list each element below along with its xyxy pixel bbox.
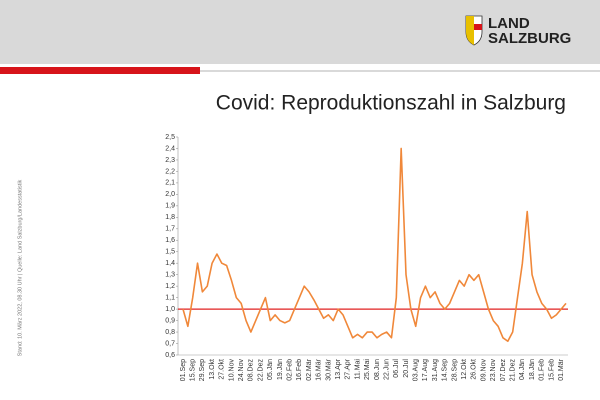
x-tick-label: 12.Okt xyxy=(461,359,468,380)
x-tick-label: 16.Feb xyxy=(296,359,303,381)
x-tick-label: 01.Feb xyxy=(539,359,546,381)
x-tick-label: 24.Nov xyxy=(238,359,245,382)
logo-text: SALZBURG xyxy=(488,30,571,47)
y-tick-label: 2,3 xyxy=(165,157,175,164)
x-tick-label: 05.Jän xyxy=(267,359,274,380)
y-tick-label: 0,9 xyxy=(165,317,175,324)
x-tick-label: 19.Jän xyxy=(277,359,284,380)
x-tick-label: 13.Apr xyxy=(335,358,342,379)
x-tick-label: 14.Sep xyxy=(442,359,449,381)
y-tick-label: 1,0 xyxy=(165,306,175,313)
y-tick-label: 1,1 xyxy=(165,294,175,301)
logo-crest xyxy=(465,15,483,46)
y-tick-label: 1,9 xyxy=(165,203,175,210)
red-bar xyxy=(0,67,200,74)
x-tick-label: 23.Nov xyxy=(490,359,497,382)
x-tick-label: 08.Jun xyxy=(374,359,381,380)
x-tick-label: 13.Okt xyxy=(209,359,216,380)
x-tick-label: 02.Mär xyxy=(306,358,313,380)
x-tick-label: 10.Nov xyxy=(228,359,235,382)
y-tick-label: 2,0 xyxy=(165,191,175,198)
x-tick-label: 18.Jän xyxy=(529,359,536,380)
y-tick-label: 1,5 xyxy=(165,249,175,256)
logo-text: LAND xyxy=(488,15,530,32)
y-tick-label: 1,3 xyxy=(165,272,175,279)
x-tick-label: 20.Jul xyxy=(403,359,410,378)
x-tick-label: 29.Sep xyxy=(199,359,206,381)
x-tick-label: 08.Dez xyxy=(248,359,255,382)
x-tick-label: 06.Jul xyxy=(393,359,400,378)
x-tick-label: 17.Aug xyxy=(422,359,429,381)
y-tick-label: 2,2 xyxy=(165,168,175,175)
y-tick-label: 1,4 xyxy=(165,260,175,267)
x-tick-label: 04.Jän xyxy=(519,359,526,380)
y-tick-label: 2,5 xyxy=(165,134,175,141)
data-line xyxy=(182,147,567,343)
x-tick-label: 28.Sep xyxy=(451,359,458,381)
x-tick-label: 09.Nov xyxy=(480,359,487,382)
x-tick-label: 31.Aug xyxy=(432,359,439,381)
x-tick-label: 11.Mai xyxy=(354,359,361,380)
x-tick-label: 03.Aug xyxy=(413,359,420,381)
y-tick-label: 1,6 xyxy=(165,237,175,244)
x-tick-label: 22.Dez xyxy=(257,359,264,382)
x-tick-label: 15.Feb xyxy=(548,359,555,381)
x-tick-label: 01.Mär xyxy=(558,358,565,380)
x-tick-label: 15.Sep xyxy=(190,359,197,381)
x-tick-label: 21.Dez xyxy=(510,359,517,382)
y-tick-label: 1,2 xyxy=(165,283,175,290)
header-band xyxy=(0,0,600,64)
side-note: Stand: 10. März 2022, 08.30 Uhr | Quelle… xyxy=(17,179,23,356)
y-tick-label: 1,8 xyxy=(165,214,175,221)
x-tick-label: 30.Mär xyxy=(325,358,332,380)
chart-title: Covid: Reproduktionszahl in Salzburg xyxy=(216,92,566,115)
x-tick-label: 07.Dez xyxy=(500,359,507,382)
x-tick-label: 25.Mai xyxy=(364,359,371,380)
y-tick-label: 2,4 xyxy=(165,145,175,152)
x-tick-label: 26.Okt xyxy=(471,359,478,380)
x-tick-label: 16.Mär xyxy=(316,358,323,380)
y-tick-label: 1,7 xyxy=(165,226,175,233)
x-tick-label: 27.Apr xyxy=(345,358,352,379)
x-tick-label: 22.Jun xyxy=(383,359,390,380)
y-tick-label: 2,1 xyxy=(165,180,175,187)
y-tick-label: 0,7 xyxy=(165,340,175,347)
y-tick-label: 0,8 xyxy=(165,329,175,336)
gray-bar xyxy=(200,70,600,72)
x-tick-label: 02.Feb xyxy=(287,359,294,381)
y-tick-label: 0,6 xyxy=(165,352,175,359)
x-tick-label: 27.Okt xyxy=(219,359,226,380)
x-tick-label: 01.Sep xyxy=(180,359,187,381)
